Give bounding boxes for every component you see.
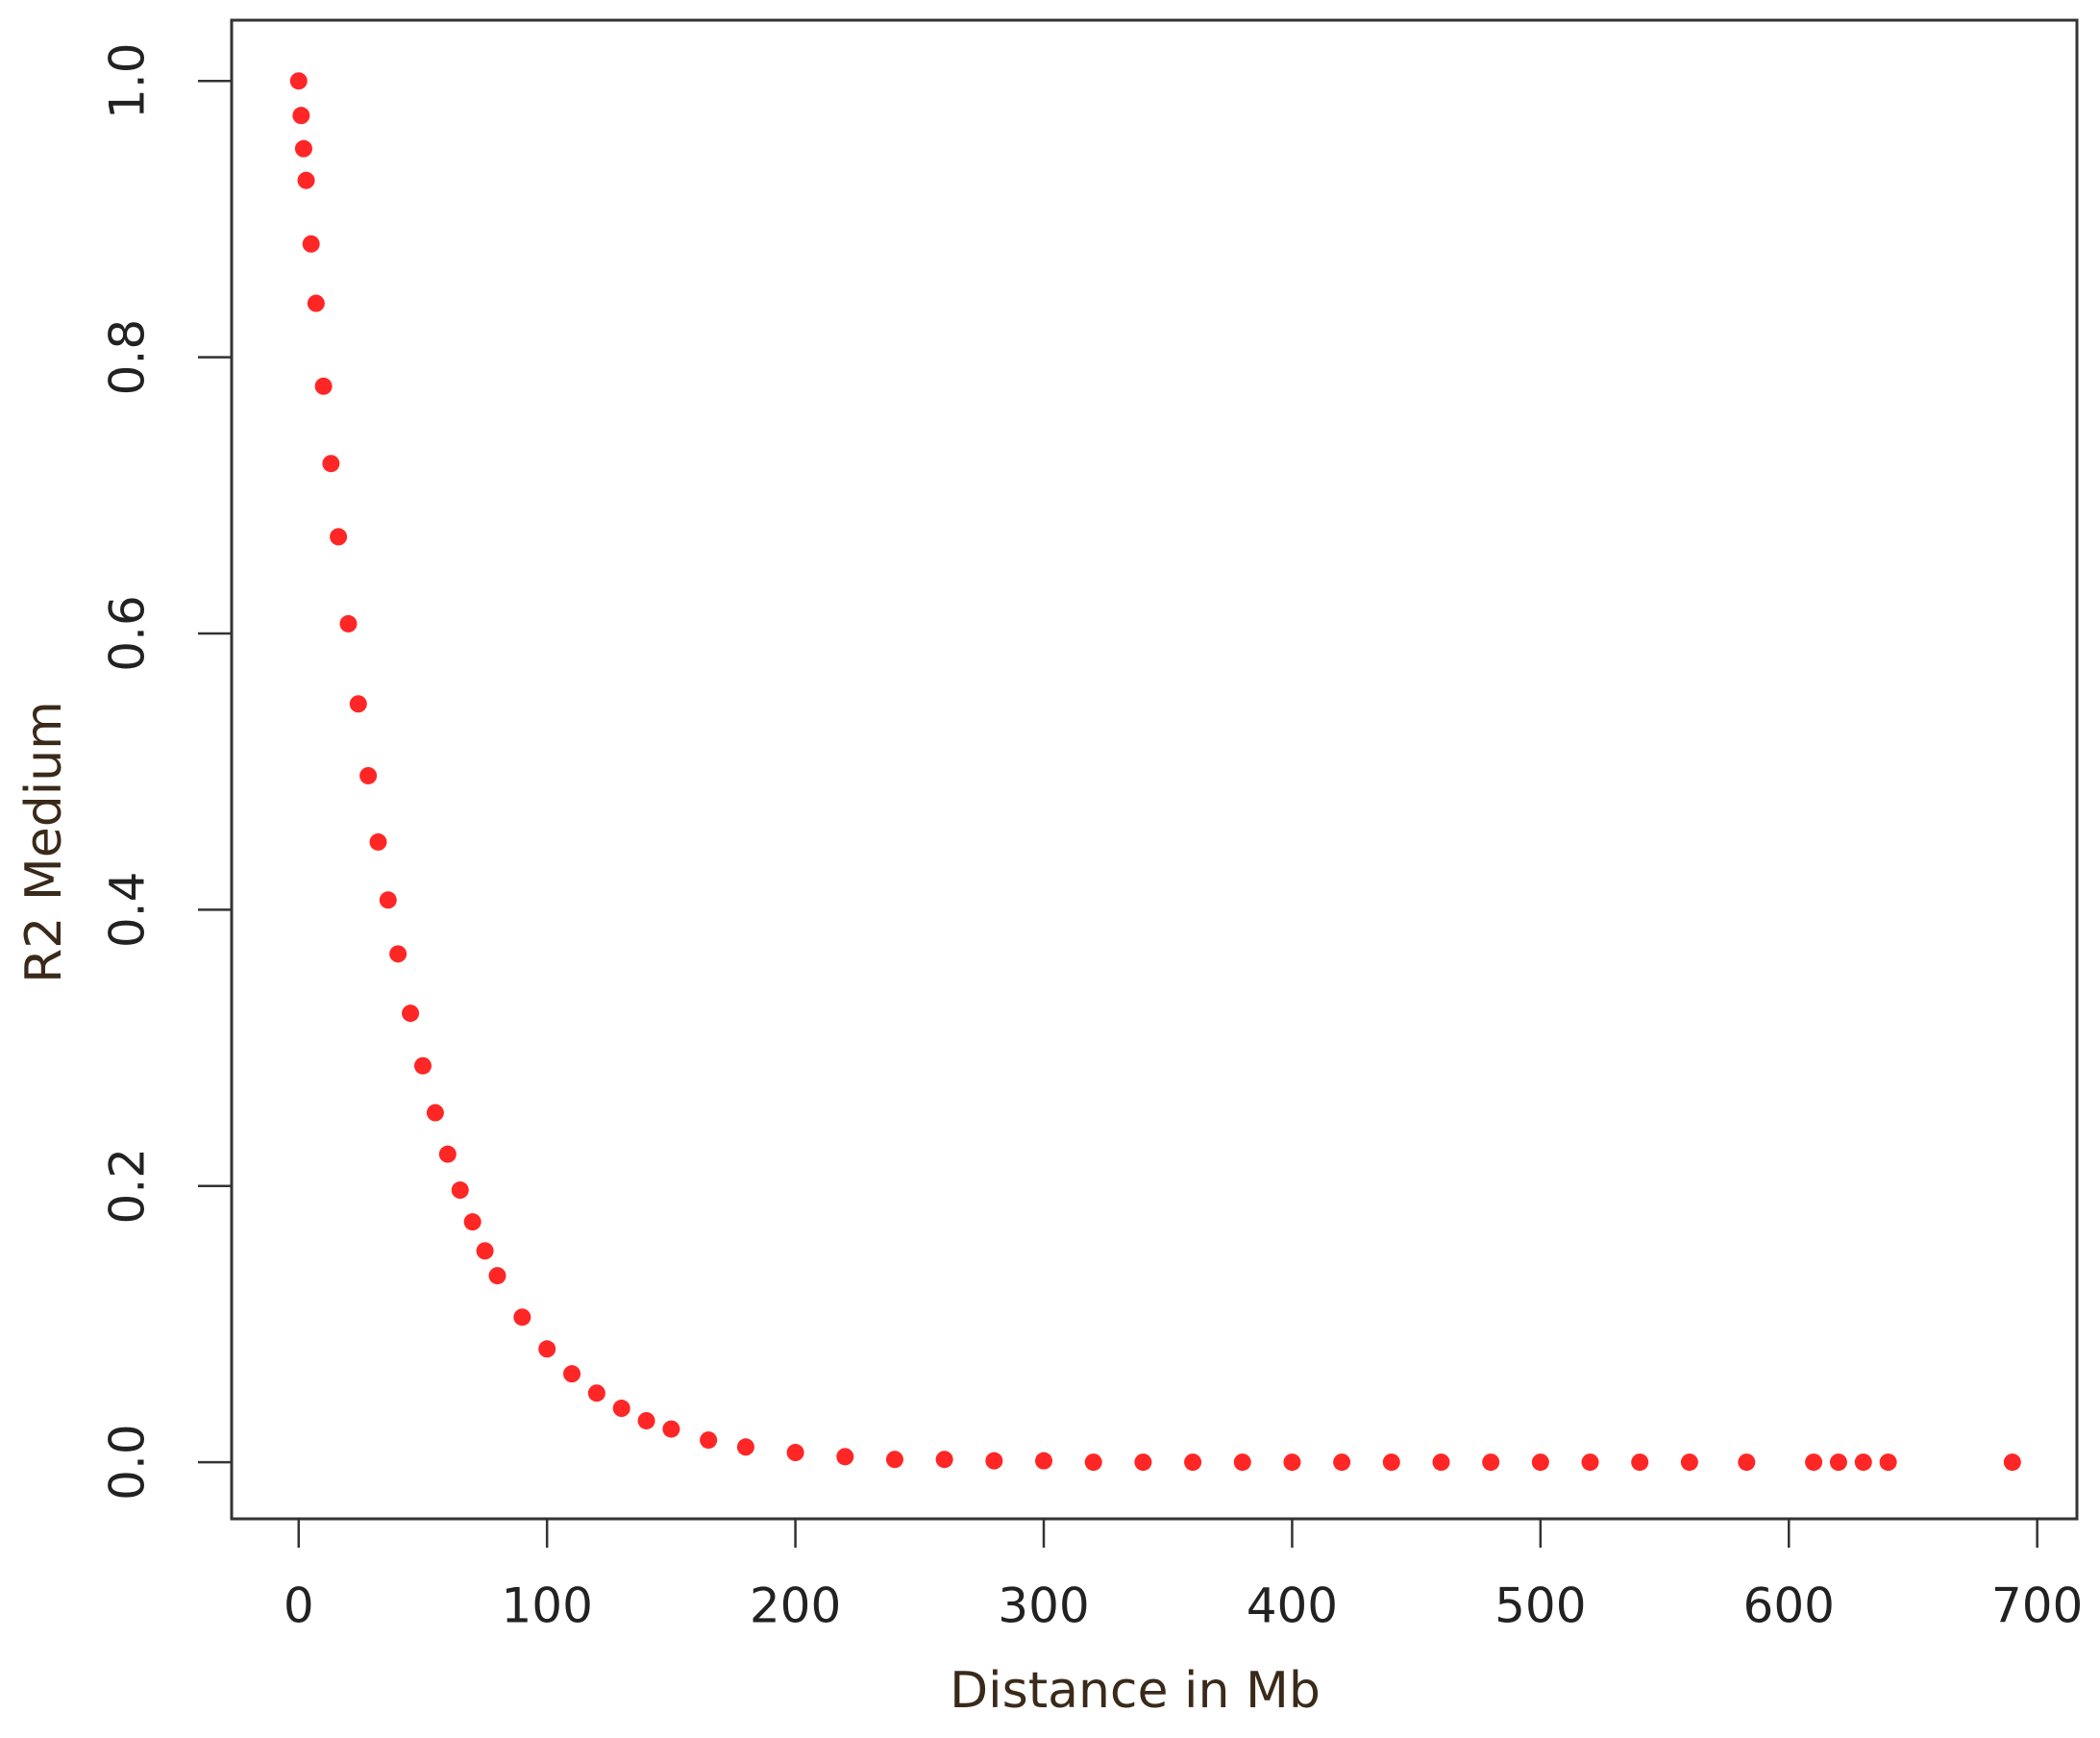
point: [359, 766, 378, 784]
y-tick-label: 0.4: [100, 872, 156, 949]
point: [1631, 1453, 1649, 1472]
point: [389, 945, 408, 963]
point: [1184, 1453, 1202, 1472]
point: [314, 377, 333, 395]
point: [538, 1340, 556, 1358]
point: [451, 1181, 469, 1200]
point: [563, 1365, 581, 1383]
point: [1531, 1453, 1549, 1472]
point: [1805, 1453, 1823, 1472]
y-tick-label: 0.0: [100, 1424, 156, 1501]
x-tick-label: 200: [750, 1578, 841, 1634]
point: [292, 107, 310, 125]
point: [1581, 1453, 1599, 1472]
x-tick-label: 700: [1991, 1578, 2083, 1634]
point: [1084, 1453, 1102, 1472]
point: [1482, 1453, 1500, 1472]
x-tick-label: 600: [1743, 1578, 1835, 1634]
point: [1432, 1453, 1450, 1472]
point: [1134, 1453, 1152, 1472]
point: [885, 1451, 903, 1469]
point: [1382, 1453, 1400, 1472]
point: [349, 695, 367, 713]
y-tick-label: 0.6: [100, 595, 156, 672]
point: [476, 1242, 494, 1260]
point: [1680, 1453, 1698, 1472]
point: [322, 455, 340, 473]
y-tick-label: 0.8: [100, 319, 156, 396]
point: [836, 1448, 854, 1466]
point: [463, 1213, 482, 1231]
x-tick-label: 100: [501, 1578, 592, 1634]
point: [513, 1308, 531, 1327]
point: [488, 1267, 506, 1285]
point: [297, 171, 315, 189]
x-tick-label: 500: [1495, 1578, 1586, 1634]
y-axis-title: R2 Medium: [15, 701, 73, 983]
point: [587, 1384, 605, 1403]
point: [339, 614, 358, 633]
point: [1738, 1453, 1756, 1472]
x-tick-label: 400: [1247, 1578, 1338, 1634]
point: [1283, 1453, 1301, 1472]
point: [413, 1056, 432, 1075]
x-axis-title: Distance in Mb: [950, 1662, 1321, 1720]
y-tick-label: 1.0: [100, 42, 156, 119]
point: [330, 528, 348, 546]
x-tick-label: 300: [998, 1578, 1089, 1634]
point: [302, 235, 320, 253]
point: [1233, 1453, 1251, 1472]
point: [1854, 1453, 1872, 1472]
point: [1035, 1452, 1053, 1470]
point: [294, 139, 312, 158]
point: [379, 891, 397, 909]
point: [612, 1400, 630, 1418]
point: [2003, 1453, 2021, 1472]
x-tick-label: 0: [284, 1578, 314, 1634]
point: [307, 294, 325, 312]
y-tick-label: 0.2: [100, 1148, 156, 1225]
point: [662, 1420, 680, 1438]
point: [369, 832, 387, 851]
point: [402, 1005, 420, 1023]
point: [985, 1452, 1003, 1470]
plot-frame: [230, 18, 2079, 1521]
point: [426, 1104, 444, 1122]
point: [1879, 1453, 1897, 1472]
point: [1333, 1453, 1351, 1472]
point: [736, 1438, 754, 1456]
point: [289, 72, 308, 90]
point: [438, 1145, 457, 1163]
point: [786, 1444, 804, 1462]
point: [1829, 1453, 1847, 1472]
point: [700, 1431, 718, 1450]
point: [637, 1411, 655, 1429]
point: [935, 1451, 953, 1469]
